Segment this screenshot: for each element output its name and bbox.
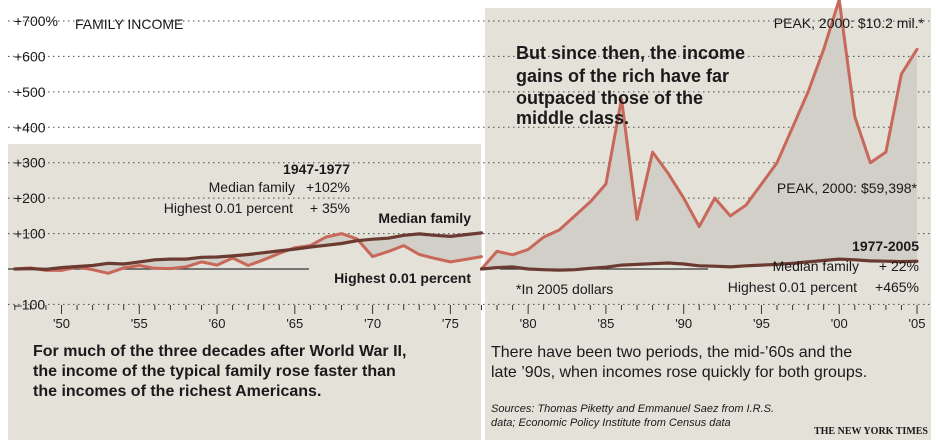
y-tick-label: +700% xyxy=(14,13,58,29)
median-series-line xyxy=(13,231,484,271)
x-tick-label: '55 xyxy=(131,316,148,331)
period2-caption-line-2: late ’90s, when incomes rose quickly for… xyxy=(491,364,867,381)
period1-top-value: + 35% xyxy=(310,200,350,216)
y-tick-label: +300 xyxy=(14,155,46,171)
period1-median-label: Median family xyxy=(209,179,295,195)
x-tick-label: '60 xyxy=(209,316,226,331)
median-series-line xyxy=(479,257,919,272)
period2-headline-line-4: middle class. xyxy=(516,108,629,128)
x-tick-label: '70 xyxy=(364,316,381,331)
x-tick-label: '90 xyxy=(675,316,692,331)
sources-line-1: Sources: Thomas Piketty and Emmanuel Sae… xyxy=(491,403,774,415)
median-series-label: Median family xyxy=(378,210,471,226)
period2-years: 1977-2005 xyxy=(852,238,919,254)
axis-title: FAMILY INCOME xyxy=(75,16,183,32)
footnote: *In 2005 dollars xyxy=(516,281,613,297)
top-series-label: Highest 0.01 percent xyxy=(334,270,471,286)
x-tick-label: '80 xyxy=(520,316,537,331)
top-series-line xyxy=(13,232,483,275)
period1-caption-line-1: For much of the three decades after Worl… xyxy=(33,343,406,360)
x-tick-label: '50 xyxy=(53,316,70,331)
sources-line-2: data; Economic Policy Institute from Cen… xyxy=(491,417,731,429)
y-tick-label: +100 xyxy=(14,226,46,242)
peak-median-label: PEAK, 2000: $59,398* xyxy=(777,180,918,196)
period2-top-value: +465% xyxy=(875,279,919,295)
x-tick-label: '95 xyxy=(753,316,770,331)
period1-shade xyxy=(8,144,481,440)
x-tick-label: '05 xyxy=(909,316,926,331)
x-tick-label: '00 xyxy=(831,316,848,331)
x-tick-label: '65 xyxy=(286,316,303,331)
period2-headline-line-1: But since then, the income xyxy=(516,43,745,63)
y-tick-label: +200 xyxy=(14,190,46,206)
period1-top-label: Highest 0.01 percent xyxy=(164,200,293,216)
credit: THE NEW YORK TIMES xyxy=(814,426,928,437)
period2-headline-line-3: outpaced those of the xyxy=(516,88,703,108)
period2-median-label: Median family xyxy=(773,258,859,274)
period2-headline-line-2: gains of the rich have far xyxy=(516,66,729,86)
top-series-line xyxy=(480,0,919,271)
period1-caption-line-2: the income of the typical family rose fa… xyxy=(33,363,396,380)
period1-median-value: +102% xyxy=(306,179,350,195)
x-tick-label: '85 xyxy=(597,316,614,331)
period1-years: 1947-1977 xyxy=(283,161,350,177)
y-tick-label: +400 xyxy=(14,119,46,135)
period2-top-label: Highest 0.01 percent xyxy=(728,279,857,295)
y-tick-label: –100 xyxy=(14,296,45,312)
y-tick-label: +600 xyxy=(14,48,46,64)
peak-top-label: PEAK, 2000: $10.2 mil.* xyxy=(774,15,925,31)
y-tick-label: +500 xyxy=(14,84,46,100)
period1-caption-line-3: the incomes of the richest Americans. xyxy=(33,383,321,400)
x-tick-label: '75 xyxy=(442,316,459,331)
period2-median-value: + 22% xyxy=(879,258,919,274)
period2-caption-line-1: There have been two periods, the mid-’60… xyxy=(491,344,852,361)
